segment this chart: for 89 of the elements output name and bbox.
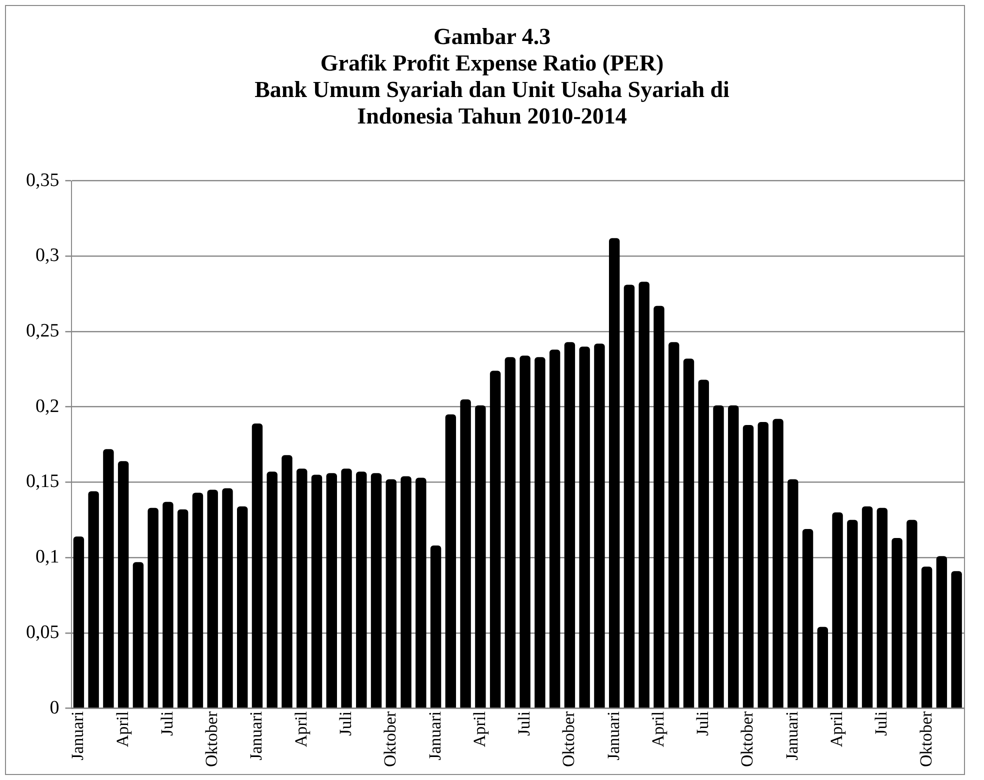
x-tick-label: Oktober — [380, 710, 400, 768]
bar — [668, 342, 680, 708]
x-tick-label: Juli — [157, 711, 176, 736]
bar — [207, 490, 218, 708]
x-tick-label: April — [470, 711, 489, 748]
x-tick-label: April — [826, 711, 846, 748]
bar — [772, 418, 784, 708]
x-tick-label: Juli — [872, 711, 891, 736]
y-tick-label: 0,15 — [26, 471, 60, 492]
x-tick-label: Oktober — [559, 710, 578, 768]
y-tick-label: 0,25 — [26, 320, 60, 342]
bar — [579, 346, 590, 708]
bar — [683, 358, 694, 708]
x-tick-label: Januari — [425, 711, 444, 760]
bar — [88, 491, 99, 708]
x-tick-label: Oktober — [916, 710, 936, 768]
bar — [416, 478, 426, 708]
bar — [921, 566, 932, 708]
x-tick-label: Januari — [68, 711, 88, 760]
x-tick-label: April — [648, 711, 668, 748]
bar — [728, 405, 739, 708]
bar — [534, 357, 546, 708]
x-tick-label: Oktober — [202, 710, 222, 768]
bar — [713, 405, 724, 708]
x-tick-label: Juli — [514, 711, 534, 736]
bar — [594, 344, 605, 708]
bar — [906, 520, 918, 708]
bar — [951, 571, 962, 708]
bar — [638, 282, 650, 708]
x-tick-label: April — [291, 711, 310, 748]
y-tick-label: 0,2 — [36, 396, 60, 417]
bar — [162, 502, 174, 708]
x-tick-label: Januari — [782, 711, 802, 760]
bar — [282, 455, 292, 708]
bar — [177, 509, 188, 708]
bar — [430, 546, 442, 708]
bar — [802, 528, 814, 708]
bar — [549, 350, 560, 708]
bar — [520, 356, 530, 708]
bar — [758, 422, 768, 708]
bar — [370, 473, 382, 708]
bar — [460, 399, 471, 708]
bar — [222, 488, 233, 708]
bar — [252, 423, 263, 708]
x-tick-label: Januari — [604, 711, 623, 760]
x-tick-label: Januari — [246, 711, 266, 760]
bar — [847, 520, 858, 708]
bar — [862, 506, 873, 708]
bar — [326, 473, 337, 708]
bar — [936, 556, 948, 708]
y-tick-label: 0,1 — [36, 546, 60, 568]
bar — [148, 508, 158, 708]
bar — [654, 306, 664, 708]
x-tick-label: Juli — [693, 711, 712, 736]
bar — [311, 474, 322, 708]
bar — [237, 506, 248, 708]
bar — [386, 479, 397, 708]
bar — [400, 476, 412, 708]
x-tick-label: Juli — [336, 711, 355, 736]
bar — [817, 626, 828, 708]
bar — [356, 472, 367, 708]
y-tick-label: 0,3 — [36, 245, 60, 266]
bar — [73, 536, 84, 708]
bar — [103, 449, 114, 708]
bar — [296, 468, 308, 708]
bar — [266, 472, 278, 708]
chart-title: Gambar 4.3 Grafik Profit Expense Ratio (PER) Bank Umum Syariah dan Unit Usaha Syariah di Indonesia Tahun 2010-2014 — [254, 24, 730, 129]
bar — [341, 468, 352, 708]
x-tick-label: April — [112, 711, 132, 748]
y-tick-label: 0 — [50, 697, 60, 718]
bar — [742, 424, 754, 708]
bar — [132, 562, 144, 708]
bar — [624, 284, 635, 708]
bar — [490, 370, 501, 708]
bar — [564, 342, 576, 708]
x-tick-label: Oktober — [738, 710, 757, 768]
bar — [192, 492, 204, 708]
bar — [608, 238, 620, 708]
bar — [832, 512, 843, 708]
bar — [698, 380, 709, 708]
y-tick-label: 0,35 — [26, 170, 60, 191]
bar — [445, 414, 456, 708]
bar — [892, 538, 902, 708]
bar — [118, 461, 129, 708]
bar — [504, 357, 516, 708]
bar — [788, 479, 798, 708]
y-tick-label: 0,05 — [26, 622, 60, 643]
bar — [876, 508, 888, 708]
bar — [475, 405, 486, 708]
